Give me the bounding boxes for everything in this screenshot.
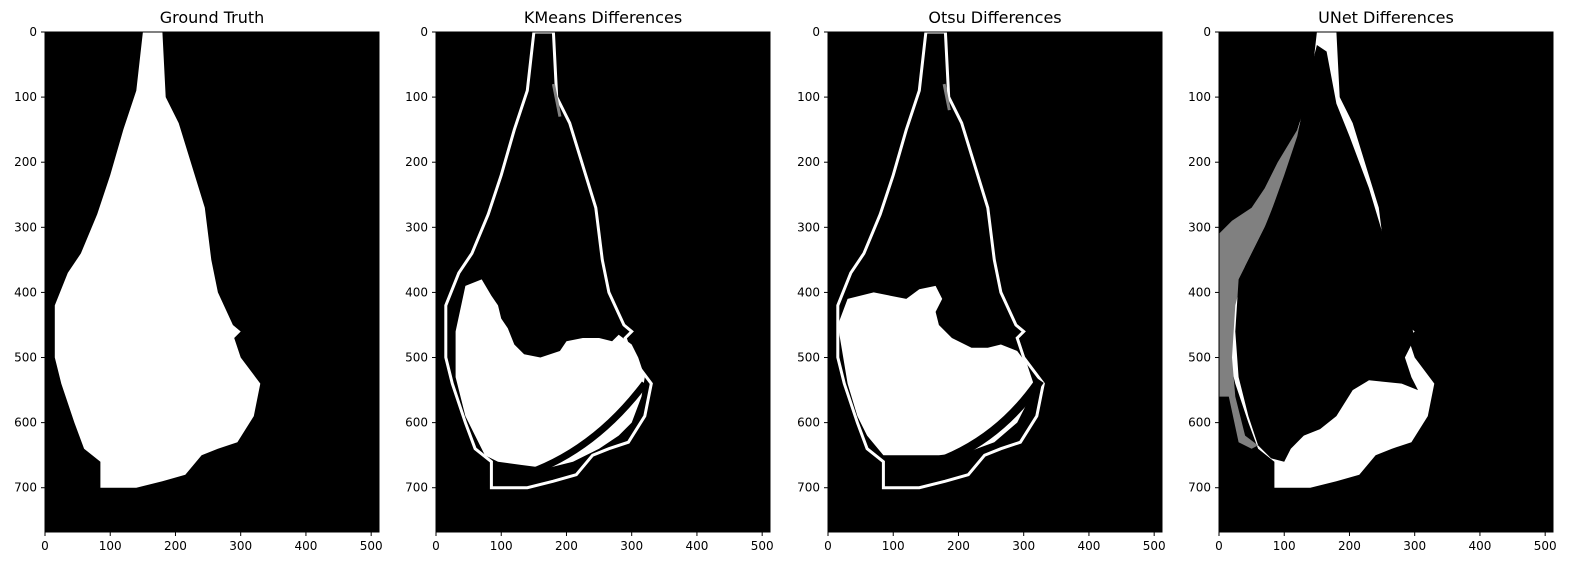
axes-frame bbox=[44, 31, 380, 533]
y-tick-label: 600 bbox=[797, 416, 820, 430]
image-content bbox=[1219, 32, 1435, 488]
x-tick-label: 500 bbox=[1534, 539, 1557, 553]
x-tick-label: 0 bbox=[824, 539, 832, 553]
y-tick-label: 300 bbox=[14, 220, 37, 234]
x-tick-label: 200 bbox=[164, 539, 187, 553]
matched-region bbox=[1235, 45, 1418, 462]
y-tick-label: 0 bbox=[812, 25, 820, 39]
y-tick-label: 100 bbox=[797, 90, 820, 104]
difference-region bbox=[455, 279, 645, 469]
x-tick-label: 0 bbox=[41, 539, 49, 553]
x-tick-label: 100 bbox=[882, 539, 905, 553]
y-tick-label: 400 bbox=[405, 285, 428, 299]
y-tick-label: 400 bbox=[1188, 285, 1211, 299]
panel-3: UNet Differences 0 100 200 300 400 500 0 100 200 3… bbox=[1188, 8, 1557, 553]
axes-frame bbox=[435, 31, 771, 533]
partial-region bbox=[551, 83, 562, 117]
mask-region bbox=[54, 32, 261, 488]
panel-0: Ground Truth 0 100 200 300 400 500 0 100 200 300 40… bbox=[14, 8, 383, 553]
y-tick-label: 400 bbox=[797, 285, 820, 299]
difference-region bbox=[837, 285, 1034, 456]
panel-title: Otsu Differences bbox=[928, 8, 1061, 27]
x-tick-label: 0 bbox=[1215, 539, 1223, 553]
x-tick-label: 100 bbox=[490, 539, 513, 553]
x-tick-label: 500 bbox=[1143, 539, 1166, 553]
y-tick-label: 500 bbox=[14, 351, 37, 365]
x-tick-label: 200 bbox=[555, 539, 578, 553]
x-tick-label: 400 bbox=[1468, 539, 1491, 553]
y-tick-label: 500 bbox=[797, 351, 820, 365]
image-content bbox=[444, 32, 653, 490]
partial-region bbox=[1219, 90, 1314, 449]
axes-frame bbox=[827, 31, 1163, 533]
x-tick-label: 500 bbox=[751, 539, 774, 553]
x-tick-label: 100 bbox=[99, 539, 122, 553]
y-tick-label: 600 bbox=[14, 416, 37, 430]
x-tick-label: 100 bbox=[1273, 539, 1296, 553]
x-tick-label: 300 bbox=[1012, 539, 1035, 553]
y-tick-label: 300 bbox=[797, 220, 820, 234]
y-tick-label: 0 bbox=[1203, 25, 1211, 39]
y-tick-label: 0 bbox=[420, 25, 428, 39]
panel-title: UNet Differences bbox=[1318, 8, 1454, 27]
y-tick-label: 200 bbox=[797, 155, 820, 169]
x-tick-label: 300 bbox=[229, 539, 252, 553]
y-tick-label: 100 bbox=[14, 90, 37, 104]
y-tick-label: 100 bbox=[1188, 90, 1211, 104]
partial-region bbox=[942, 83, 951, 111]
x-tick-label: 200 bbox=[1338, 539, 1361, 553]
y-tick-label: 200 bbox=[14, 155, 37, 169]
x-tick-label: 300 bbox=[620, 539, 643, 553]
difference-outline bbox=[836, 32, 1045, 490]
x-tick-label: 400 bbox=[685, 539, 708, 553]
x-tick-label: 400 bbox=[294, 539, 317, 553]
difference-gap bbox=[886, 377, 1044, 480]
panel-title: Ground Truth bbox=[160, 8, 265, 27]
panel-2: Otsu Differences 0 100 200 300 400 500 0 100 200 3… bbox=[797, 8, 1166, 553]
y-tick-label: 0 bbox=[29, 25, 37, 39]
y-tick-label: 700 bbox=[14, 481, 37, 495]
x-tick-label: 400 bbox=[1077, 539, 1100, 553]
y-tick-label: 300 bbox=[1188, 220, 1211, 234]
y-tick-label: 200 bbox=[1188, 155, 1211, 169]
y-tick-label: 200 bbox=[405, 155, 428, 169]
image-content bbox=[54, 32, 261, 488]
y-tick-label: 500 bbox=[1188, 351, 1211, 365]
y-tick-label: 700 bbox=[405, 481, 428, 495]
y-tick-label: 100 bbox=[405, 90, 428, 104]
y-tick-label: 700 bbox=[1188, 481, 1211, 495]
difference-outline bbox=[444, 32, 653, 490]
y-tick-label: 400 bbox=[14, 285, 37, 299]
panel-1: KMeans Differences 0 100 200 300 400 500 0 100 20… bbox=[405, 8, 774, 553]
y-tick-label: 600 bbox=[1188, 416, 1211, 430]
panel-title: KMeans Differences bbox=[524, 8, 682, 27]
y-tick-label: 300 bbox=[405, 220, 428, 234]
image-content bbox=[836, 32, 1045, 490]
difference-gap bbox=[500, 381, 648, 485]
axes-frame bbox=[1218, 31, 1554, 533]
x-tick-label: 0 bbox=[432, 539, 440, 553]
y-tick-label: 500 bbox=[405, 351, 428, 365]
x-tick-label: 500 bbox=[360, 539, 383, 553]
x-tick-label: 200 bbox=[947, 539, 970, 553]
x-tick-label: 300 bbox=[1403, 539, 1426, 553]
y-tick-label: 700 bbox=[797, 481, 820, 495]
y-tick-label: 600 bbox=[405, 416, 428, 430]
